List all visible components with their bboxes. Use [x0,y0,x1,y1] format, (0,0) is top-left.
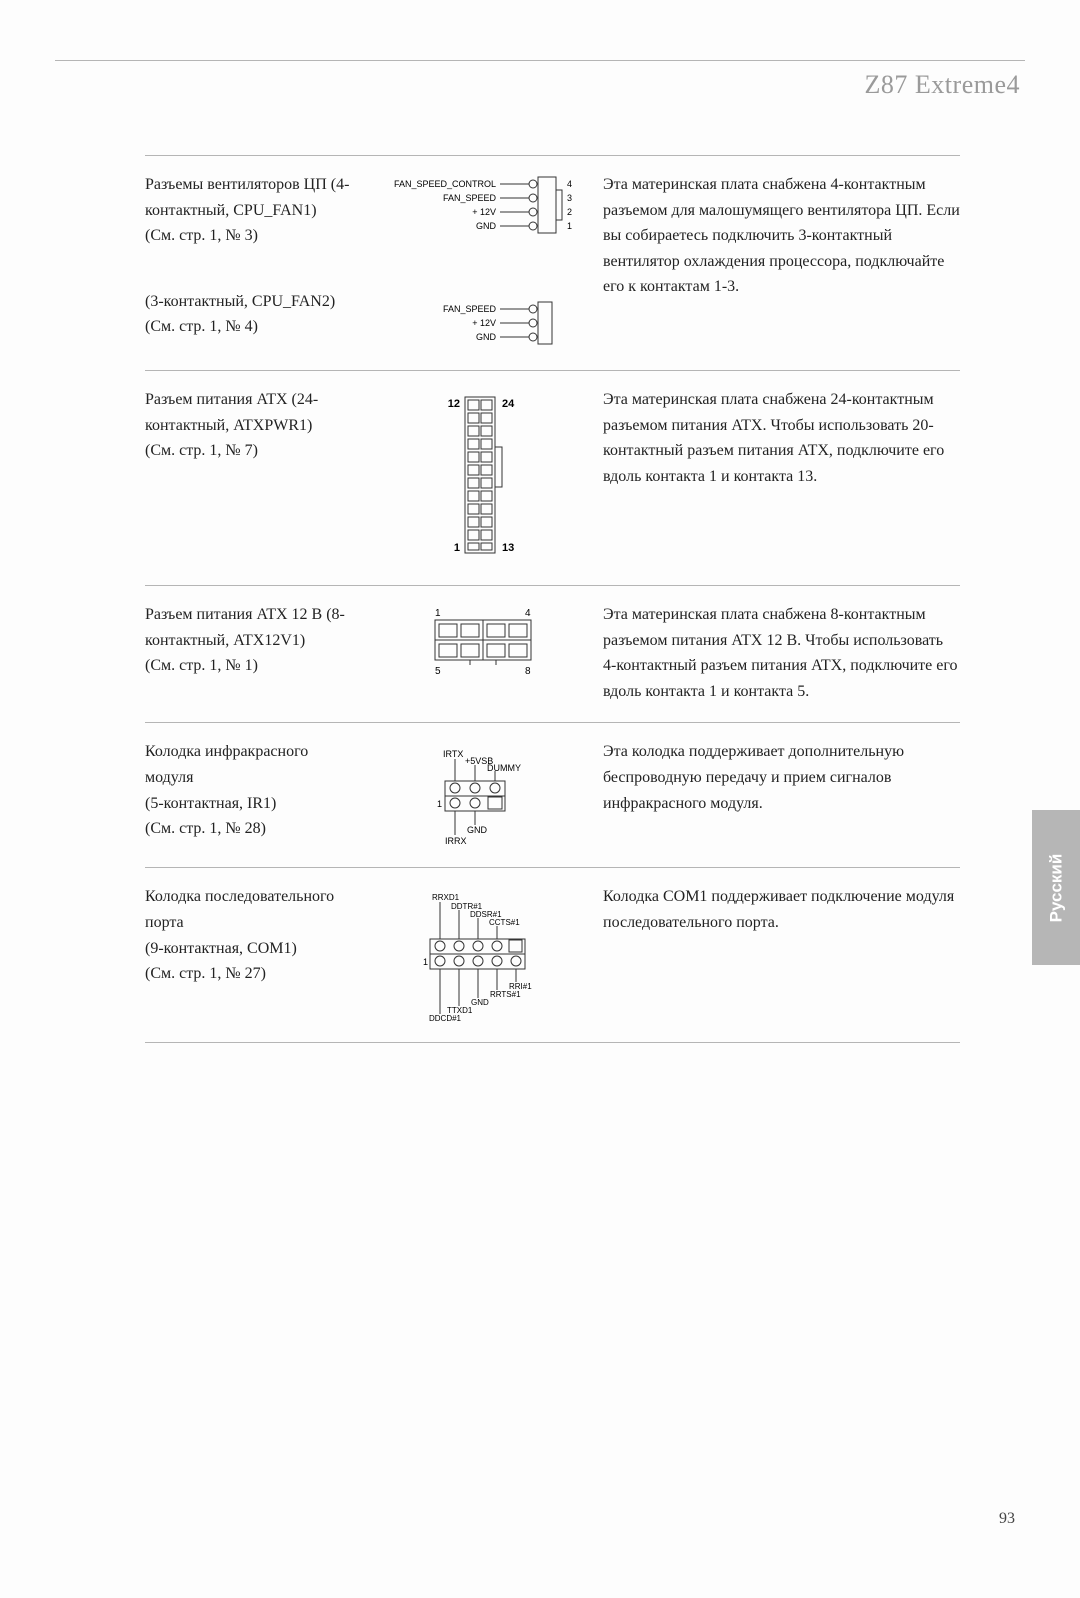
header-rule [55,60,1025,61]
atx12v-diagram: 1 4 5 8 [400,602,560,682]
svg-text:FAN_SPEED: FAN_SPEED [443,304,497,314]
svg-text:RRTS#1: RRTS#1 [490,990,521,999]
fan4-diagram: FAN_SPEED_CONTROL FAN_SPEED + 12V GND 4 … [370,172,590,242]
description-1: Эта материнская плата снабжена 4-контакт… [595,172,960,352]
svg-text:1: 1 [423,957,428,967]
description-5: Колодка COM1 поддерживает подключение мо… [595,884,960,1024]
product-title: Z87 Extreme4 [865,70,1020,100]
svg-text:GND: GND [476,221,497,231]
svg-text:24: 24 [502,398,515,410]
diagram-col: 1 4 5 8 [365,602,595,704]
com-diagram: RRXD1 DDTR#1 DDSR#1 CCTS#1 RRI#1 RRTS#1 … [385,884,575,1024]
diagram-col: IRTX +5VSB DUMMY GND IRRX 1 [365,739,595,849]
diagram-col: RRXD1 DDTR#1 DDSR#1 CCTS#1 RRI#1 RRTS#1 … [365,884,595,1024]
svg-text:1: 1 [435,608,441,619]
svg-text:DUMMY: DUMMY [487,763,521,773]
description-2: Эта материнская плата снабжена 24-контак… [595,387,960,567]
section-com: Колодка последовательного порта (9-конта… [145,867,960,1043]
svg-text:+ 12V: + 12V [472,207,496,217]
left-col: Колодка инфракрасного модуля (5-контактн… [145,739,365,849]
atx24-diagram: 12 24 1 13 [410,387,550,567]
svg-text:CCTS#1: CCTS#1 [489,918,520,927]
svg-text:1: 1 [437,799,442,809]
connector-title-1a: Разъемы вентиляторов ЦП (4-контактный, C… [145,172,355,249]
description-3: Эта материнская плата снабжена 8-контакт… [595,602,960,704]
left-col: Разъем питания ATX 12 В (8-контактный, A… [145,602,365,704]
fan3-diagram: FAN_SPEED + 12V GND [370,297,590,352]
section-cpu-fan: Разъемы вентиляторов ЦП (4-контактный, C… [145,155,960,370]
section-atx12v: Разъем питания ATX 12 В (8-контактный, A… [145,585,960,722]
svg-text:IRRX: IRRX [445,836,467,846]
left-col: Разъем питания ATX (24-контактный, ATXPW… [145,387,365,567]
svg-text:2: 2 [567,207,572,217]
diagram-col: FAN_SPEED_CONTROL FAN_SPEED + 12V GND 4 … [365,172,595,352]
svg-text:5: 5 [435,666,441,677]
svg-text:4: 4 [525,608,531,619]
ir-diagram: IRTX +5VSB DUMMY GND IRRX 1 [395,739,565,849]
language-tab: Русский [1032,810,1080,965]
connector-title-1b: (3-контактный, CPU_FAN2) (См. стр. 1, № … [145,289,355,340]
svg-text:8: 8 [525,666,531,677]
diagram-col: 12 24 1 13 [365,387,595,567]
svg-text:GND: GND [476,332,497,342]
svg-text:FAN_SPEED: FAN_SPEED [443,193,497,203]
section-ir: Колодка инфракрасного модуля (5-контактн… [145,722,960,867]
svg-text:4: 4 [567,179,572,189]
svg-text:FAN_SPEED_CONTROL: FAN_SPEED_CONTROL [394,179,496,189]
svg-text:1: 1 [567,221,572,231]
left-col: Колодка последовательного порта (9-конта… [145,884,365,1024]
svg-text:1: 1 [454,542,460,554]
svg-text:RRXD1: RRXD1 [432,893,460,902]
page-number: 93 [999,1510,1015,1528]
description-4: Эта колодка поддерживает дополнительную … [595,739,960,849]
svg-text:GND: GND [467,825,488,835]
svg-text:12: 12 [448,398,460,410]
svg-text:13: 13 [502,542,514,554]
left-col: Разъемы вентиляторов ЦП (4-контактный, C… [145,172,365,352]
svg-text:3: 3 [567,193,572,203]
svg-text:+ 12V: + 12V [472,318,496,328]
content-area: Разъемы вентиляторов ЦП (4-контактный, C… [145,155,960,1043]
language-label: Русский [1046,853,1066,922]
svg-text:IRTX: IRTX [443,749,463,759]
svg-text:DDCD#1: DDCD#1 [429,1014,462,1023]
section-atx24: Разъем питания ATX (24-контактный, ATXPW… [145,370,960,585]
svg-text:GND: GND [471,998,489,1007]
